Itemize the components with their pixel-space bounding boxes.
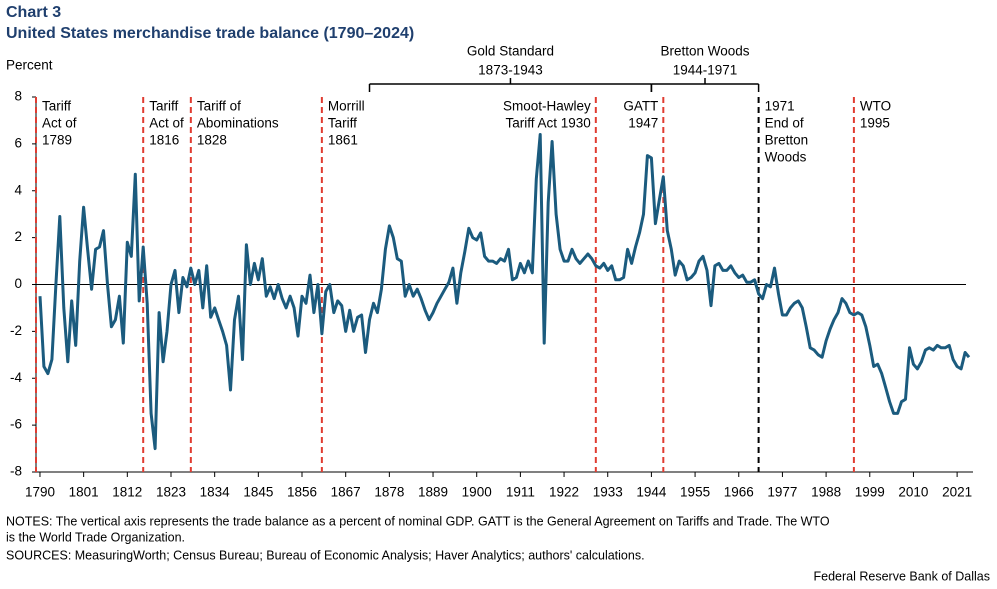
event-label: Tariff Act 1930 (506, 116, 591, 131)
period-label: 1944-1971 (673, 63, 738, 78)
event-label: Smoot-Hawley (503, 99, 591, 114)
x-tick-label: 1922 (549, 485, 579, 500)
y-axis-label: Percent (6, 58, 53, 73)
event-label: Tariff (149, 99, 178, 114)
event-label: WTO (860, 99, 891, 114)
x-tick-label: 1856 (287, 485, 317, 500)
x-tick-label: 1900 (462, 485, 492, 500)
x-tick-label: 1823 (156, 485, 186, 500)
y-tick-label: 6 (14, 135, 22, 150)
x-tick-label: 1801 (69, 485, 99, 500)
x-tick-label: 1812 (112, 485, 142, 500)
sources: SOURCES: MeasuringWorth; Census Bureau; … (6, 548, 645, 562)
chart-label: Chart 3 (6, 4, 61, 21)
data-line (38, 133, 971, 451)
event-label: Tariff of (197, 99, 241, 114)
event-label: Morrill (328, 99, 365, 114)
event-label: Bretton (765, 133, 809, 148)
event-label: 1789 (42, 133, 72, 148)
event-label: Tariff (328, 116, 357, 131)
x-tick-label: 1790 (25, 485, 55, 500)
x-tick-label: 1933 (593, 485, 623, 500)
x-tick-label: 1889 (418, 485, 448, 500)
y-tick-label: -8 (10, 464, 22, 479)
y-tick-label: -2 (10, 323, 22, 338)
x-tick-label: 2010 (898, 485, 928, 500)
period-label: 1873-1943 (478, 63, 543, 78)
x-tick-label: 1966 (724, 485, 754, 500)
x-tick-label: 1878 (374, 485, 404, 500)
y-tick-label: 8 (14, 89, 22, 104)
event-label: Act of (149, 116, 184, 131)
x-tick-label: 1944 (636, 485, 667, 500)
x-tick-label: 2021 (942, 485, 972, 500)
x-tick-label: 1955 (680, 485, 710, 500)
x-tick-label: 1999 (855, 485, 885, 500)
credit: Federal Reserve Bank of Dallas (814, 569, 990, 583)
x-tick-label: 1834 (200, 485, 231, 500)
period-label: Bretton Woods (660, 44, 749, 59)
chart-title: United States merchandise trade balance … (6, 25, 414, 42)
period-label: Gold Standard (467, 44, 554, 59)
x-tick-label: 1845 (243, 485, 273, 500)
event-label: 1828 (197, 133, 227, 148)
event-label: 1816 (149, 133, 179, 148)
event-label: Act of (42, 116, 77, 131)
note: is the World Trade Organization. (6, 530, 185, 544)
x-tick-label: 1977 (767, 485, 797, 500)
y-tick-label: 4 (14, 182, 22, 197)
event-label: Tariff (42, 99, 71, 114)
y-tick-label: 2 (14, 229, 22, 244)
event-label: GATT (623, 99, 658, 114)
y-tick-label: -6 (10, 417, 22, 432)
y-tick-label: -4 (10, 370, 22, 385)
event-label: Abominations (197, 116, 279, 131)
note: NOTES: The vertical axis represents the … (6, 514, 830, 528)
event-label: 1971 (765, 99, 795, 114)
x-tick-label: 1911 (506, 485, 535, 500)
event-label: 1947 (628, 116, 658, 131)
event-label: 1995 (860, 116, 890, 131)
x-tick-label: 1867 (331, 485, 361, 500)
event-label: End of (765, 116, 804, 131)
y-tick-label: 0 (14, 276, 22, 291)
event-label: 1861 (328, 133, 358, 148)
event-label: Woods (765, 150, 807, 165)
x-tick-label: 1988 (811, 485, 841, 500)
